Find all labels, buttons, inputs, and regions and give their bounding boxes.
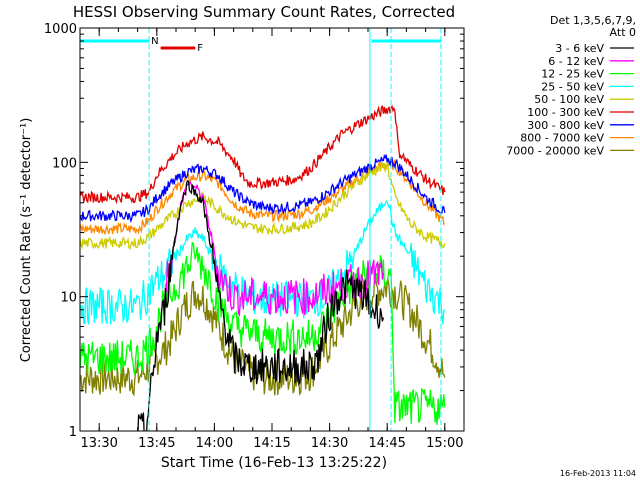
axes: N F 13:30 13:45 14:00 14:15 14:30 14:45 15:00 1 10… [44,22,465,451]
timestamp: 16-Feb-2013 11:04 [560,469,636,478]
legend-label: 12 - 25 keV [541,68,604,81]
flag-label-0: N [151,36,158,47]
series-line-100-300-kev [80,104,446,205]
x-tick-label: 14:30 [311,436,348,451]
x-tick-label: 14:00 [196,436,233,451]
flag-label-1: F [197,43,203,54]
x-tick-label: 13:30 [80,436,117,451]
plot-area [80,28,446,431]
legend-label: 25 - 50 keV [541,80,604,93]
series-line-12-25-kev [80,241,446,425]
x-tick-label: 14:15 [253,436,290,451]
legend-header: Det 1,3,5,6,7,9, [550,14,636,27]
chart-title: HESSI Observing Summary Count Rates, Cor… [73,3,455,21]
series-line-3-6-kev [137,180,385,431]
legend-label: 100 - 300 keV [527,106,604,119]
x-tick-label: 13:45 [138,436,175,451]
series-line-50-100-kev [80,161,446,250]
legend-label: 6 - 12 keV [548,55,604,68]
legend-header: Att 0 [610,26,636,39]
series-line-6-12-kev [163,180,385,317]
legend-label: 7000 - 20000 keV [506,144,604,157]
x-tick-label: 15:00 [426,436,463,451]
legend-label: 300 - 800 keV [527,119,604,132]
series-line-800-7000-kev [80,157,446,235]
legend-label: 800 - 7000 keV [520,132,604,145]
y-tick-label: 100 [52,156,77,171]
y-tick-label: 1 [69,425,77,440]
y-tick-label: 10 [60,291,77,306]
legend-label: 50 - 100 keV [534,93,604,106]
y-axis-label: Corrected Count Rate (s⁻¹ detector⁻¹) [19,118,34,363]
x-tick-label: 14:45 [368,436,405,451]
legend-label: 3 - 6 keV [555,42,604,55]
x-axis-label: Start Time (16-Feb-13 13:25:22) [161,455,387,471]
series-line-25-50-kev [80,199,446,325]
series-line-300-800-kev [80,154,446,224]
series-line-7000-20000-kev [80,272,446,397]
y-tick-label: 1000 [44,22,77,37]
